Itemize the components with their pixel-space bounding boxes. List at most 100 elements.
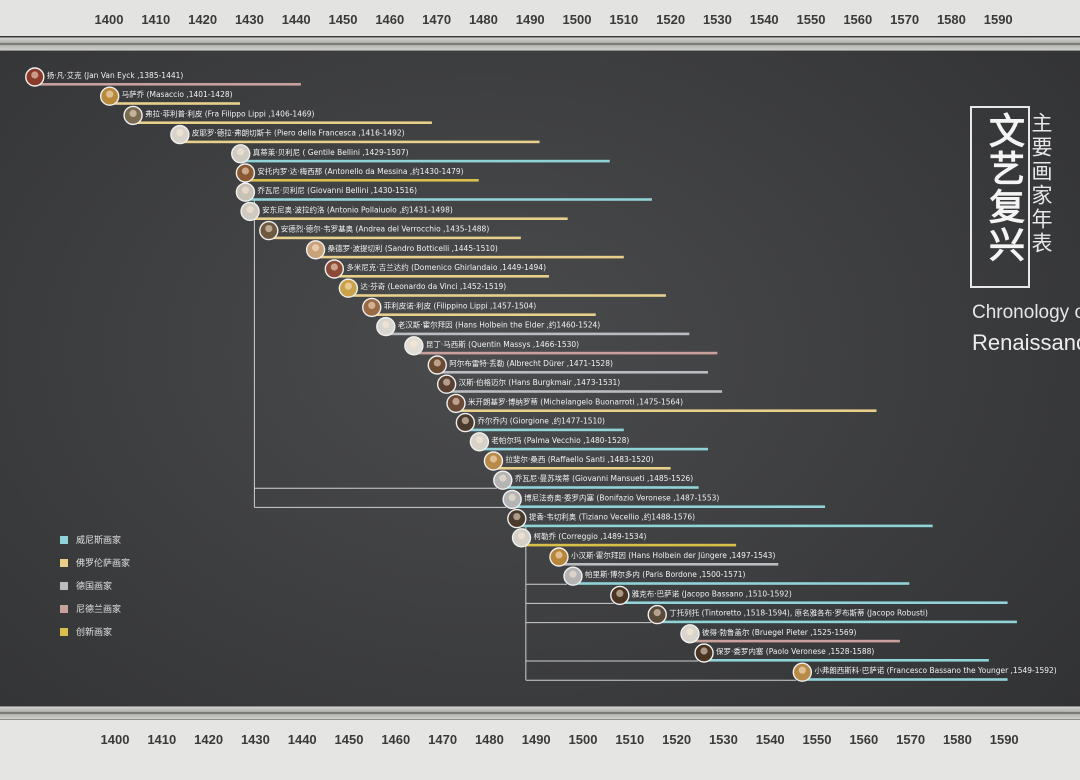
legend-label: 威尼斯画家 [76,536,122,546]
top-axis-tick-label: 1560 [843,12,872,27]
top-axis-tick-label: 1580 [937,12,966,27]
painter-label: 提香·韦切利奥 (Tiziano Vecellio ,约1488-1576) [529,512,695,522]
lifespan-bar [244,159,610,163]
painter-label: 菲利皮诺·利皮 (Filippino Lippi ,1457-1504) [384,300,537,310]
portrait-face-icon [461,417,469,425]
lifespan-bar [450,390,723,393]
lifespan-bar [525,543,737,547]
top-axis-tick-label: 1550 [797,12,826,27]
legend-swatch [60,581,68,590]
painter-label: 拉斐尔·桑西 (Raffaello Santi ,1483-1520) [505,454,653,464]
legend-item: 创新画家 [60,620,130,643]
lifespan-bar [460,409,877,412]
top-axis-tick-label: 1480 [469,12,498,27]
painter-label: 小汉斯·霍尔拜因 (Hans Holbein der Jüngere ,1497… [571,550,775,560]
legend-label: 创新画家 [76,628,113,638]
lifespan-bar [183,140,540,144]
bottom-axis-tick-label: 1470 [428,732,457,747]
portrait-face-icon [489,455,498,463]
painter-label: 帕里斯·博尔多内 (Paris Bordone ,1500-1571) [585,569,745,579]
portrait-face-icon [176,129,184,137]
top-axis-tick-label: 1590 [984,12,1013,27]
top-axis-tick-label: 1460 [375,12,404,27]
portrait-face-icon [265,225,273,233]
top-axis-tick-label: 1570 [890,12,919,27]
painter-label: 多米尼克·吉兰达约 (Domenico Ghirlandaio ,1449-14… [346,262,546,272]
portrait-face-icon [237,148,245,156]
lifespan-bar [506,486,699,489]
lifespan-bar [137,121,432,124]
bottom-axis-tick-label: 1420 [194,732,223,747]
lifespan-bar [483,447,709,451]
legend-label: 德国画家 [76,582,113,592]
painter-label: 安托内罗·达·梅西那 (Antonello da Messina ,约1430-… [257,166,463,176]
painter-label: 扬·凡·艾克 (Jan Van Eyck ,1385-1441) [47,70,184,80]
bottom-axis-tick-label: 1490 [522,732,551,747]
portrait-face-icon [106,90,114,98]
lifespan-bar [375,313,596,316]
painter-label: 乔瓦尼·曼苏埃蒂 (Giovanni Mansueti ,1485-1526) [515,473,693,483]
painter-label: 马萨乔 (Masaccio ,1401-1428) [122,89,233,99]
chart-title-english-line1: Chronology of [972,302,1080,323]
painter-label: 桑德罗·波提切利 (Sandro Botticelli ,1445-1510) [328,243,498,253]
painter-label: 老帕尔玛 (Palma Vecchio ,1480-1528) [491,435,629,445]
portrait-face-icon [433,359,441,367]
painter-label: 博尼法奇奥·委罗内塞 (Bonifazio Veronese ,1487-155… [524,492,719,502]
portrait-face-icon [129,109,137,117]
lifespan-bar [113,102,241,105]
bottom-rail [0,706,1080,720]
lifespan-bar [319,255,624,259]
lifespan-bar [708,659,989,662]
lifespan-bar [562,563,779,566]
lifespan-bar [694,639,900,643]
lifespan-bar [516,505,826,508]
top-axis-tick-label: 1400 [95,12,124,27]
top-axis-tick-label: 1440 [282,12,311,27]
lifespan-bar [249,198,652,201]
bottom-axis-tick-label: 1580 [943,732,972,747]
painter-label: 汉斯·伯格迈尔 (Hans Burgkmair ,1473-1531) [459,377,621,387]
top-axis-tick-label: 1540 [750,12,779,27]
portrait-face-icon [499,474,507,482]
portrait-face-icon [555,551,563,559]
lifespan-bar [389,332,690,336]
portrait-face-icon [410,340,418,348]
painter-label: 安德烈·德尔·韦罗基奥 (Andrea del Verrocchio ,1435… [281,224,490,234]
lifespan-bar [497,467,671,470]
painter-label: 真蒂莱·贝利尼 ( Gentile Bellini ,1429-1507) [253,147,409,157]
bottom-axis-tick-label: 1430 [241,732,270,747]
portrait-face-icon [653,609,661,617]
lifespan-bar [520,524,933,528]
legend-swatch [60,604,68,613]
lifespan-bar [806,678,1008,681]
painter-label: 丁托列托 (Tintoretto ,1518-1594), 原名雅各布·罗布斯蒂… [669,608,928,618]
portrait-face-icon [330,263,338,271]
lifespan-bar [661,620,1017,624]
top-axis-tick-label: 1530 [703,12,732,27]
painter-label: 老汉斯·霍尔拜因 (Hans Holbein the Elder ,约1460-… [398,320,601,330]
lifespan-bar [38,83,301,86]
bottom-axis-tick-label: 1520 [662,732,691,747]
chart-title: 文艺复兴 [983,112,1024,264]
chart-subtitle: 主要画家年表 [1029,112,1053,256]
portrait-face-icon [513,513,521,521]
bottom-axis-tick-label: 1560 [849,732,878,747]
bottom-axis-tick-label: 1410 [147,732,176,747]
legend-label: 佛罗伦萨画家 [76,559,131,569]
portrait-face-icon [344,282,352,290]
lifespan-bar [577,582,910,585]
portrait-face-icon [443,378,451,386]
portrait-face-icon [616,589,624,598]
portrait-face-icon [382,321,390,329]
legend: 威尼斯画家 佛罗伦萨画家 德国画家 尼德兰画家 创新画家 [60,528,130,643]
portrait-face-icon [569,570,577,578]
top-axis-tick-label: 1470 [422,12,451,27]
bottom-axis-band [0,720,1080,780]
title-frame [970,106,1030,288]
bottom-axis-tick-label: 1510 [615,732,644,747]
portrait-face-icon [452,397,460,405]
portrait-face-icon [798,666,806,674]
bottom-axis-tick-label: 1570 [896,732,925,747]
painter-label: 弗拉·菲利普·利皮 (Fra Filippo Lippi ,1406-1469) [145,108,314,118]
